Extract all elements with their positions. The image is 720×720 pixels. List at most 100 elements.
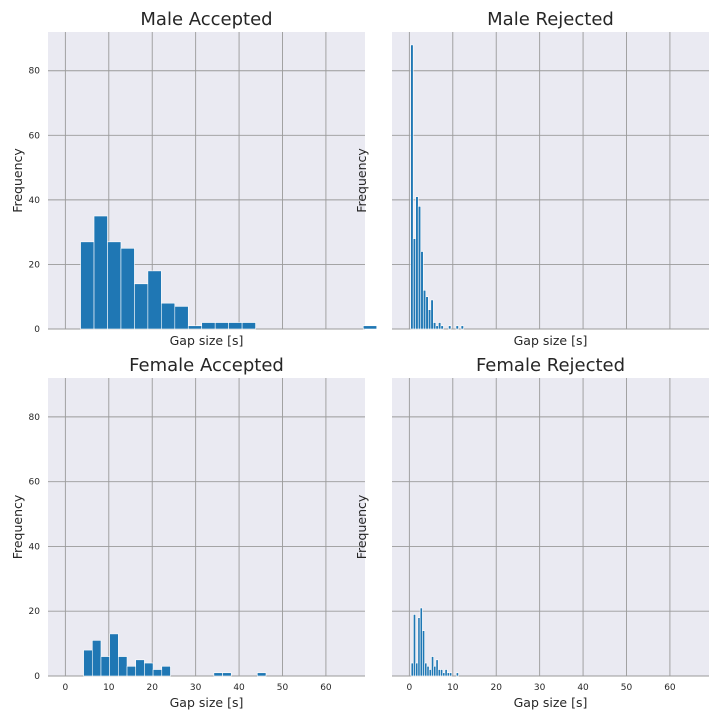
- histogram-bar: [430, 299, 434, 330]
- histogram-bar: [428, 309, 432, 330]
- plot-area: [392, 378, 709, 676]
- y-tick-label: 80: [29, 413, 41, 423]
- subplot-3: Female Accepted 0 20 40 60 80 0 10 20 30 40 50 60 Gap…: [10, 355, 365, 710]
- histogram-bar: [428, 669, 432, 677]
- histogram-bar: [446, 672, 450, 677]
- plot-area: [48, 378, 365, 676]
- histogram-bar: [419, 607, 423, 677]
- subplot-2: Male Rejected Gap size [s] Frequency: [354, 9, 709, 348]
- histogram-bar: [438, 322, 442, 330]
- histogram-bar: [362, 325, 378, 330]
- histogram-bar: [417, 206, 422, 330]
- x-tick-label: 30: [190, 683, 202, 693]
- y-tick-label: 40: [29, 542, 41, 552]
- histogram-bar: [107, 241, 122, 330]
- y-tick-label: 40: [29, 196, 41, 206]
- subplot-title: Male Accepted: [140, 9, 272, 30]
- histogram-bar: [415, 196, 419, 330]
- histogram-bar: [118, 656, 128, 677]
- histogram-bar: [417, 617, 421, 677]
- histogram-bar: [147, 270, 162, 330]
- x-tick-label: 10: [103, 683, 115, 693]
- x-tick-label: 60: [664, 683, 676, 693]
- histogram-bar: [83, 649, 93, 677]
- y-axis-label: Frequency: [10, 494, 25, 559]
- histogram-bar: [410, 44, 414, 330]
- histogram-bar: [415, 662, 419, 677]
- x-tick-label: 40: [233, 683, 245, 693]
- histogram-bar: [433, 322, 437, 330]
- subplot-1: Male Accepted 0 20 40 60 80 Gap size [s] Freque…: [10, 9, 378, 348]
- y-axis-label: Frequency: [354, 494, 369, 559]
- histogram-bar: [422, 289, 427, 330]
- histogram-bar: [187, 325, 203, 330]
- x-tick-label: 0: [63, 683, 69, 693]
- x-tick-label: 20: [490, 683, 502, 693]
- histogram-bar: [241, 322, 256, 330]
- histogram-bar: [161, 302, 176, 330]
- histogram-bar: [174, 306, 189, 330]
- x-axis-label: Gap size [s]: [514, 333, 588, 348]
- subplot-4: Female Rejected 0 10 20 30 40 50 60 Gap size [s]…: [354, 355, 709, 710]
- histogram-bar: [135, 659, 145, 677]
- histogram-bar: [437, 669, 441, 677]
- histogram-bar: [257, 672, 267, 677]
- histogram-bar: [431, 656, 434, 677]
- histogram-bar: [440, 669, 444, 677]
- histogram-bar: [422, 630, 425, 677]
- x-tick-label: 30: [534, 683, 546, 693]
- x-axis-label: Gap size [s]: [170, 333, 244, 348]
- x-tick-label: 60: [320, 683, 332, 693]
- histogram-bar: [440, 325, 444, 330]
- subplot-title: Female Rejected: [476, 355, 625, 376]
- histogram-bar: [433, 665, 437, 677]
- plot-area: [392, 32, 709, 329]
- histogram-bar: [109, 633, 119, 677]
- histogram-bar: [120, 247, 135, 330]
- histogram-bar: [444, 669, 448, 677]
- x-axis-label: Gap size [s]: [170, 695, 244, 710]
- histogram-bar: [455, 325, 459, 330]
- subplot-title: Female Accepted: [129, 355, 284, 376]
- subplot-title: Male Rejected: [487, 9, 614, 30]
- x-tick-label: 10: [447, 683, 459, 693]
- y-axis-label: Frequency: [354, 148, 369, 213]
- histogram-bar: [126, 665, 137, 677]
- x-tick-label: 0: [407, 683, 413, 693]
- y-tick-label: 60: [29, 131, 41, 141]
- histogram-bar: [413, 614, 416, 677]
- histogram-bar: [144, 662, 154, 677]
- y-tick-label: 20: [29, 260, 41, 270]
- histogram-bar: [455, 672, 459, 677]
- histogram-bar: [93, 215, 108, 330]
- x-tick-label: 20: [146, 683, 158, 693]
- histogram-bar: [412, 238, 417, 330]
- histogram-bar: [449, 672, 453, 677]
- x-tick-label: 50: [277, 683, 289, 693]
- y-tick-label: 60: [29, 478, 41, 488]
- x-axis-label: Gap size [s]: [514, 695, 588, 710]
- histogram-bar: [442, 672, 446, 677]
- histogram-bar: [425, 296, 429, 330]
- y-tick-label: 0: [34, 672, 40, 682]
- histogram-bar: [435, 325, 439, 330]
- histogram-bar: [448, 325, 452, 330]
- histogram-bar: [420, 251, 424, 330]
- histogram-bar: [91, 640, 102, 677]
- histogram-bar: [222, 672, 232, 677]
- histogram-bar: [460, 325, 464, 330]
- x-tick-label: 50: [621, 683, 633, 693]
- y-tick-label: 80: [29, 67, 41, 77]
- histogram-bar: [213, 672, 223, 677]
- y-tick-label: 20: [29, 607, 41, 617]
- histogram-bar: [424, 662, 428, 677]
- histogram-bar: [201, 322, 216, 330]
- histogram-bar: [435, 659, 439, 677]
- histogram-bar: [214, 322, 229, 330]
- histogram-bar: [100, 656, 110, 677]
- histogram-bar: [152, 669, 163, 677]
- y-axis-label: Frequency: [10, 148, 25, 213]
- histogram-bar: [134, 283, 149, 330]
- histogram-bar: [426, 665, 430, 677]
